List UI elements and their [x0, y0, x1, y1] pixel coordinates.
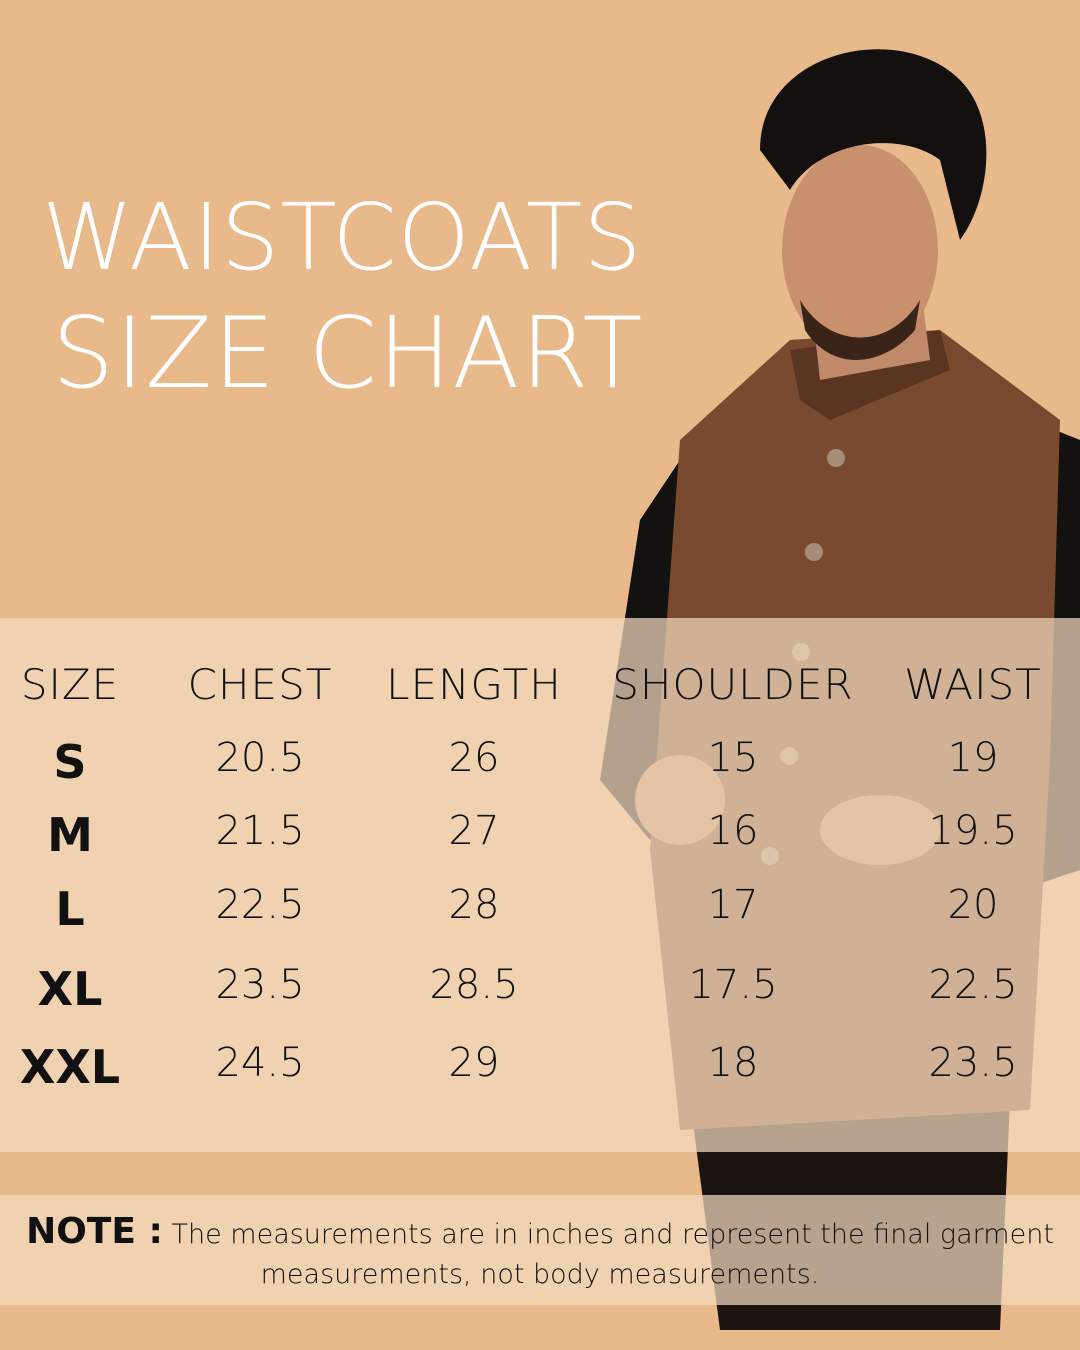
- size-label: L: [55, 882, 85, 936]
- note-label: NOTE :: [26, 1211, 163, 1252]
- table-cell-waist: 19.5: [928, 808, 1018, 854]
- size-label: M: [47, 808, 93, 862]
- table-cell-shoulder: 15: [707, 735, 759, 781]
- table-cell-length: 28.5: [429, 962, 519, 1008]
- title-line-2: SIZE CHART: [52, 297, 644, 411]
- table-cell-chest: 23.5: [215, 962, 305, 1008]
- table-cell-waist: 20: [947, 882, 999, 928]
- column-header-chest: CHEST: [187, 660, 333, 709]
- size-table: [0, 618, 1080, 1152]
- table-cell-chest: 21.5: [215, 808, 305, 854]
- table-cell-waist: 23.5: [928, 1040, 1018, 1086]
- table-cell-length: 27: [448, 808, 500, 854]
- table-cell-waist: 19: [947, 735, 999, 781]
- size-label: S: [53, 735, 87, 789]
- column-header-length: LENGTH: [386, 660, 562, 709]
- hair: [760, 49, 987, 240]
- table-cell-chest: 20.5: [215, 735, 305, 781]
- table-cell-length: 29: [448, 1040, 500, 1086]
- table-cell-shoulder: 17.5: [688, 962, 778, 1008]
- column-header-shoulder: SHOULDER: [612, 660, 854, 709]
- face: [782, 145, 938, 355]
- table-cell-chest: 24.5: [215, 1040, 305, 1086]
- beard: [800, 300, 920, 360]
- note-line-1: The measurements are in inches and repre…: [171, 1219, 1054, 1250]
- column-header-size: SIZE: [20, 660, 120, 709]
- note-band: [0, 1195, 1080, 1305]
- table-cell-length: 26: [448, 735, 500, 781]
- note-line-2: measurements, not body measurements.: [260, 1259, 820, 1290]
- table-cell-shoulder: 17: [707, 882, 759, 928]
- table-cell-length: 28: [448, 882, 500, 928]
- table-cell-waist: 22.5: [928, 962, 1018, 1008]
- note: NOTE : The measurements are in inches an…: [0, 1212, 1080, 1295]
- size-label: XXL: [19, 1040, 121, 1094]
- size-label: XL: [37, 962, 103, 1016]
- column-header-waist: WAIST: [904, 660, 1042, 709]
- title-line-1: WAISTCOATS: [42, 184, 643, 291]
- table-cell-shoulder: 18: [707, 1040, 759, 1086]
- table-cell-chest: 22.5: [215, 882, 305, 928]
- table-cell-shoulder: 16: [707, 808, 759, 854]
